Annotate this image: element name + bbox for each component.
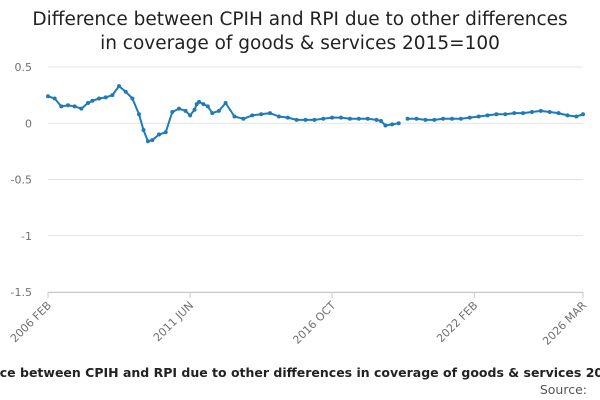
series-layer: [46, 84, 585, 143]
data-point: [379, 119, 383, 123]
data-point: [201, 102, 205, 106]
data-point: [53, 97, 57, 101]
data-point: [477, 115, 481, 119]
y-tick-label: -1.5: [11, 286, 32, 299]
legend-text: Difference between CPIH and RPI due to o…: [0, 365, 600, 380]
data-point: [548, 110, 552, 114]
data-point: [566, 113, 570, 117]
data-point: [390, 122, 394, 126]
data-point: [383, 124, 387, 128]
data-point: [574, 115, 578, 119]
x-tick-label: 2011 JUN: [151, 299, 196, 344]
chart-footer: Difference between CPIH and RPI due to o…: [0, 365, 600, 397]
data-point: [357, 117, 361, 121]
data-point: [142, 128, 146, 132]
y-tick-label: -0.5: [11, 174, 32, 187]
data-point: [73, 104, 77, 108]
data-point: [366, 117, 370, 121]
series-line: [48, 86, 399, 141]
data-point: [268, 111, 272, 115]
data-point: [468, 116, 472, 120]
data-point: [66, 103, 70, 107]
data-point: [277, 115, 281, 119]
data-point: [312, 118, 316, 122]
data-point: [423, 118, 427, 122]
data-point: [304, 118, 308, 122]
data-point: [330, 116, 334, 120]
data-point: [241, 117, 245, 121]
data-point: [104, 95, 108, 99]
data-point: [339, 116, 343, 120]
data-point: [512, 111, 516, 115]
data-point: [90, 99, 94, 103]
data-point: [117, 84, 121, 88]
data-point: [486, 113, 490, 117]
gridlines: [48, 67, 583, 292]
data-point: [494, 112, 498, 116]
data-point: [146, 139, 150, 143]
data-point: [170, 110, 174, 114]
data-point: [97, 97, 101, 101]
data-point: [217, 109, 221, 113]
x-tick-label: 2022 FEB: [434, 299, 480, 345]
data-point: [581, 112, 585, 116]
data-point: [530, 110, 534, 114]
data-point: [259, 112, 263, 116]
data-point: [459, 117, 463, 121]
data-point: [397, 121, 401, 125]
data-point: [321, 117, 325, 121]
data-point: [224, 101, 228, 105]
data-point: [250, 113, 254, 117]
data-point: [375, 118, 379, 122]
data-point: [406, 117, 410, 121]
data-point: [503, 112, 507, 116]
data-point: [210, 111, 214, 115]
data-point: [86, 101, 90, 105]
data-point: [557, 111, 561, 115]
chart-title: Difference between CPIH and RPI due to o…: [32, 9, 567, 54]
data-point: [348, 117, 352, 121]
data-point: [206, 104, 210, 108]
data-point: [233, 115, 237, 119]
y-axis: 0.5 0 -0.5 -1 -1.5: [11, 61, 32, 299]
data-point: [432, 118, 436, 122]
data-point: [450, 117, 454, 121]
y-tick-label: 0.5: [15, 61, 33, 74]
chart: Difference between CPIH and RPI due to o…: [0, 0, 600, 400]
data-point: [188, 113, 192, 117]
x-axis: 2006 FEB 2011 JUN 2016 OCT 2022 FEB 2026 MAR: [8, 292, 589, 348]
chart-title-line-1: Difference between CPIH and RPI due to o…: [32, 9, 567, 30]
x-tick-label: 2026 MAR: [540, 299, 589, 348]
data-point: [79, 107, 83, 111]
data-point: [184, 109, 188, 113]
data-point: [46, 94, 50, 98]
source-label: Source:: [540, 382, 587, 397]
data-point: [415, 117, 419, 121]
data-point: [197, 100, 201, 104]
x-tick-label: 2006 FEB: [8, 299, 54, 345]
data-point: [441, 117, 445, 121]
data-point: [150, 138, 154, 142]
data-point: [110, 93, 114, 97]
data-point: [295, 118, 299, 122]
data-point: [59, 104, 63, 108]
data-point: [137, 112, 141, 116]
data-point: [177, 107, 181, 111]
data-point: [164, 130, 168, 134]
data-point: [286, 116, 290, 120]
data-point: [157, 133, 161, 137]
data-point: [124, 90, 128, 94]
y-tick-label: 0: [25, 117, 32, 130]
data-point: [130, 97, 134, 101]
data-point: [193, 108, 197, 112]
data-point: [539, 109, 543, 113]
chart-title-line-2: in coverage of goods & services 2015=100: [100, 33, 500, 54]
data-point: [521, 111, 525, 115]
x-tick-label: 2016 OCT: [290, 299, 338, 347]
y-tick-label: -1: [21, 230, 32, 243]
